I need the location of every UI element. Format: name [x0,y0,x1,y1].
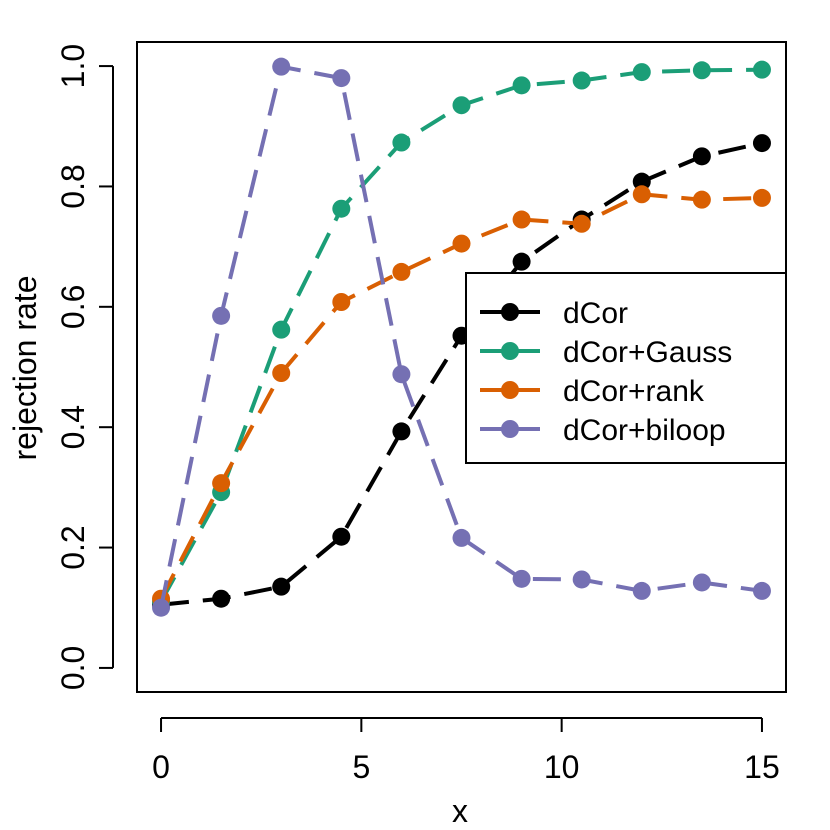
data-point-dcor [752,134,771,153]
series-dcor-plus-biloop [152,57,771,617]
data-point-dcor-plus-rank [512,210,531,229]
legend-label-dcor: dCor [563,297,628,330]
data-point-dcor-plus-rank [752,188,771,207]
data-point-dcor-plus-gauss [392,133,411,152]
data-point-dcor-plus-gauss [332,199,351,218]
data-point-dcor-plus-biloop [152,598,171,617]
data-point-dcor-plus-rank [392,262,411,281]
y-axis-label: rejection rate [7,276,43,461]
legend-label-dcor-plus-biloop: dCor+biloop [563,414,726,447]
y-tick-label: 0.6 [55,285,91,329]
y-tick-label: 1.0 [55,44,91,88]
data-point-dcor-plus-biloop [272,57,291,76]
y-tick-label: 0.8 [55,164,91,208]
data-point-dcor-plus-rank [272,364,291,383]
y-tick-label: 0.0 [55,646,91,690]
data-point-dcor-plus-biloop [212,306,231,325]
series-line-dcor-plus-biloop [159,64,763,609]
plot-layer [152,57,771,617]
x-tick-label: 5 [352,749,370,785]
series-dcor-plus-rank [152,185,771,608]
x-tick-label: 0 [152,749,170,785]
data-point-dcor-plus-rank [692,190,711,209]
data-point-dcor-plus-gauss [692,61,711,80]
legend: dCor dCor+Gauss dCor+rank dCor+biloop [465,272,787,464]
data-point-dcor [272,577,291,596]
data-point-dcor-plus-rank [632,185,651,204]
x-tick-label: 15 [744,749,780,785]
y-tick-label: 0.2 [55,525,91,569]
data-point-dcor-plus-biloop [392,365,411,384]
data-point-dcor-plus-rank [332,293,351,311]
data-point-dcor-plus-biloop [572,570,591,589]
legend-label-dcor-plus-rank: dCor+rank [563,375,705,408]
data-point-dcor-plus-gauss [272,320,291,339]
data-point-dcor-plus-gauss [572,71,591,90]
legend-swatch-point-dcor [501,303,519,321]
x-axis-label: x [452,793,468,829]
data-point-dcor-plus-biloop [452,528,471,547]
data-point-dcor-plus-biloop [332,69,351,88]
data-point-dcor-plus-gauss [452,96,471,115]
data-point-dcor [692,147,711,166]
data-point-dcor-plus-rank [452,234,471,253]
legend-swatch-point-dcor-plus-biloop [501,420,519,438]
legend-swatch-point-dcor-plus-rank [501,381,519,399]
data-point-dcor [512,252,531,271]
x-tick-label: 10 [544,749,580,785]
legend-swatch-point-dcor-plus-gauss [501,342,519,360]
data-point-dcor-plus-biloop [632,581,651,600]
y-tick-label: 0.4 [55,405,91,449]
data-point-dcor-plus-rank [572,214,591,233]
legend-box [465,272,787,464]
data-point-dcor-plus-biloop [512,569,531,588]
data-point-dcor-plus-gauss [752,60,771,79]
data-point-dcor-plus-gauss [512,76,531,95]
data-point-dcor-plus-biloop [692,573,711,592]
data-point-dcor-plus-gauss [632,63,651,82]
data-point-dcor-plus-rank [212,474,231,493]
data-point-dcor-plus-biloop [752,581,771,600]
data-point-dcor [632,172,651,191]
data-point-dcor [212,589,231,608]
data-point-dcor [392,422,411,441]
legend-label-dcor-plus-gauss: dCor+Gauss [563,336,732,369]
data-point-dcor [332,527,351,546]
